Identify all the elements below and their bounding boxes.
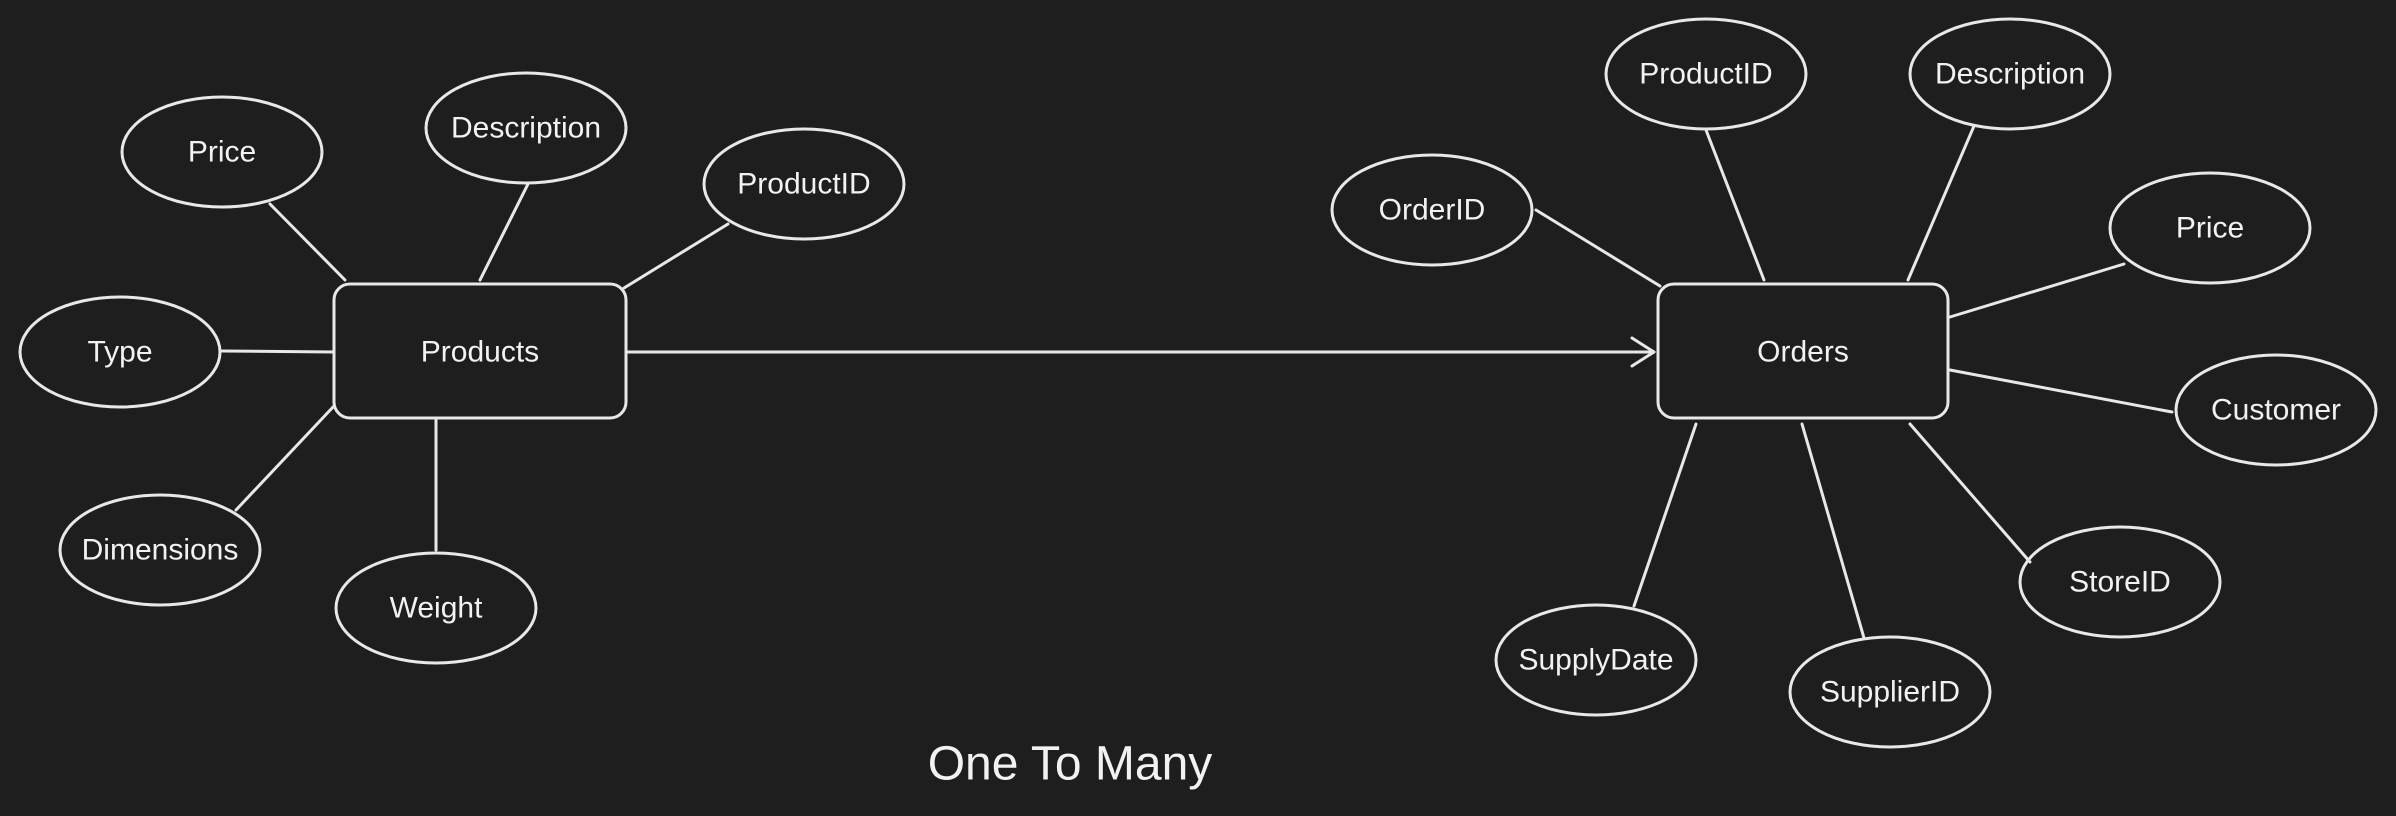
connector-orders-orderid — [1534, 208, 1662, 288]
relationship-arrowhead — [1630, 336, 1656, 368]
attribute-orders-description[interactable]: Description — [1908, 17, 2112, 131]
attribute-label: ProductID — [1639, 58, 1772, 91]
attribute-ellipse — [1494, 603, 1698, 717]
attribute-ellipse — [2018, 525, 2222, 639]
attribute-products-type[interactable]: Type — [18, 295, 222, 409]
connectors — [220, 124, 2174, 640]
attribute-orders-productid[interactable]: ProductID — [1604, 17, 1808, 131]
entity-orders-label: Orders — [1757, 336, 1849, 369]
attribute-ellipse — [2108, 171, 2312, 285]
attribute-products-description[interactable]: Description — [424, 71, 628, 185]
attribute-label: Customer — [2211, 394, 2341, 427]
attribute-ellipse — [702, 127, 906, 241]
connector-orders-productid — [1704, 128, 1766, 282]
attribute-ellipse — [1330, 153, 1534, 267]
connector-orders-storeid — [1908, 422, 2032, 564]
attribute-label: OrderID — [1379, 194, 1486, 227]
attribute-label: Dimensions — [82, 534, 239, 567]
connector-products-productid — [622, 222, 730, 290]
attribute-ellipse — [1604, 17, 1808, 131]
connector-products-dimensions — [234, 404, 336, 512]
connector-orders-price — [1948, 262, 2126, 319]
attribute-label: Weight — [390, 592, 483, 625]
attribute-ellipse — [1788, 635, 1992, 749]
connector-orders-supplydate — [1632, 422, 1698, 608]
attribute-orders-supplierid[interactable]: SupplierID — [1788, 635, 1992, 749]
attribute-orders-storeid[interactable]: StoreID — [2018, 525, 2222, 639]
attribute-ellipse — [120, 95, 324, 209]
attribute-ellipse — [424, 71, 628, 185]
relationship-label: One To Many — [928, 738, 1213, 791]
attribute-orders-orderid[interactable]: OrderID — [1330, 153, 1534, 267]
attribute-label: Price — [188, 136, 256, 169]
entity-orders-box — [1656, 282, 1950, 420]
connector-orders-supplierid — [1800, 422, 1866, 640]
attribute-label: StoreID — [2069, 566, 2171, 599]
connector-products-price — [268, 202, 347, 282]
attribute-products-productid[interactable]: ProductID — [702, 127, 906, 241]
attribute-ellipse — [1908, 17, 2112, 131]
attribute-products-dimensions[interactable]: Dimensions — [58, 493, 262, 607]
entity-products-label: Products — [421, 336, 539, 369]
attribute-label: SupplyDate — [1518, 644, 1673, 677]
attribute-label: SupplierID — [1820, 676, 1960, 709]
attribute-orders-supplydate[interactable]: SupplyDate — [1494, 603, 1698, 717]
connector-products-description — [478, 182, 530, 282]
entity-products[interactable]: Products — [332, 282, 628, 420]
attribute-orders-price[interactable]: Price — [2108, 171, 2312, 285]
entity-orders[interactable]: Orders — [1656, 282, 1950, 420]
attribute-label: Description — [451, 112, 601, 145]
attribute-orders-customer[interactable]: Customer — [2174, 353, 2378, 467]
connector-products-type — [220, 349, 336, 354]
attribute-ellipse — [2174, 353, 2378, 467]
entity-products-box — [332, 282, 628, 420]
attribute-label: Description — [1935, 58, 2085, 91]
attribute-products-weight[interactable]: Weight — [334, 551, 538, 665]
attribute-label: Price — [2176, 212, 2244, 245]
attribute-label: ProductID — [737, 168, 870, 201]
attribute-ellipse — [58, 493, 262, 607]
connector-orders-description — [1906, 124, 1976, 282]
attribute-ellipse — [334, 551, 538, 665]
attribute-label: Type — [87, 336, 152, 369]
connector-orders-customer — [1948, 368, 2174, 414]
attribute-ellipse — [18, 295, 222, 409]
attribute-products-price[interactable]: Price — [120, 95, 324, 209]
